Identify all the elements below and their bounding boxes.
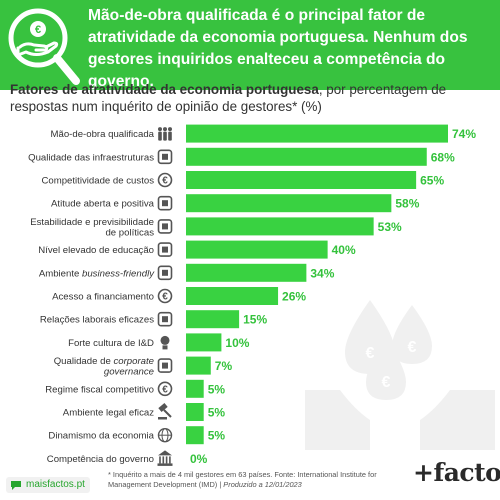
bar — [186, 403, 204, 421]
bar — [186, 194, 392, 213]
value-label: 5% — [208, 382, 226, 396]
workers-icon — [158, 127, 172, 141]
bar — [186, 147, 427, 166]
category-label: de políticas — [105, 227, 154, 238]
bar — [186, 379, 204, 398]
globe-icon — [157, 428, 173, 443]
gavel-icon — [158, 403, 172, 420]
footnote: * Inquérito a mais de 4 mil gestores em … — [108, 470, 403, 489]
bar-row: Ambiente business-friendly 34% — [39, 263, 335, 282]
category-label: Qualidade de corporate — [54, 356, 154, 367]
bar-row: Nível elevado de educação 40% — [38, 240, 356, 259]
bar-row: Acesso a financiamento €26% — [52, 287, 306, 305]
category-label: Ambiente legal eficaz — [63, 408, 154, 419]
value-label: 68% — [431, 150, 455, 164]
lightbulb-icon — [160, 335, 170, 350]
svg-text:€: € — [35, 24, 41, 36]
bar-row: Regime fiscal competitivo €5% — [45, 379, 226, 398]
category-label: Atitude aberta e positiva — [51, 199, 155, 210]
road-icon — [157, 149, 173, 165]
svg-text:€: € — [366, 345, 375, 362]
category-label: Competência do governo — [47, 454, 154, 465]
handshake-icon — [157, 311, 173, 327]
value-label: 58% — [395, 197, 419, 211]
board-meeting-icon — [157, 358, 173, 373]
bar — [186, 217, 374, 236]
euro-drops-decoration: € € € — [305, 300, 495, 450]
bar — [186, 426, 204, 445]
bar — [186, 240, 328, 259]
value-label: 7% — [215, 359, 233, 373]
value-label: 5% — [208, 406, 226, 420]
bar-row: Mão-de-obra qualificada 74% — [51, 124, 476, 143]
subtitle-rest: , por percentagem de respostas num inqué… — [10, 82, 447, 114]
bar-row: Qualidade das infraestruturas 68% — [28, 147, 455, 166]
value-label: 53% — [378, 220, 402, 234]
svg-text:€: € — [162, 176, 168, 187]
bar — [186, 263, 307, 282]
header-banner: € Mão-de-obra qualificada é o principal … — [0, 0, 500, 90]
category-label: Acesso a financiamento — [52, 292, 154, 303]
government-building-icon — [157, 450, 173, 466]
value-label: 10% — [225, 336, 249, 350]
category-label: Forte cultura de I&D — [68, 338, 154, 349]
footnote-text: * Inquérito a mais de 4 mil gestores em … — [108, 470, 377, 489]
svg-text:€: € — [408, 339, 417, 356]
svg-text:€: € — [162, 292, 168, 303]
value-label: 15% — [243, 313, 267, 327]
bar-row: Forte cultura de I&D 10% — [68, 333, 250, 352]
open-hand-icon — [157, 195, 173, 211]
coins-icon: € — [157, 381, 173, 397]
chat-bubble-icon — [11, 481, 21, 490]
money-hand-magnifier-icon: € — [8, 8, 80, 85]
value-label: 74% — [452, 127, 476, 141]
category-label: Regime fiscal competitivo — [45, 384, 154, 395]
category-label: Relações laborais eficazes — [40, 315, 154, 326]
money-hand-icon: € — [157, 288, 173, 304]
category-label: governance — [104, 367, 154, 378]
brand-logo: +factos — [413, 458, 500, 487]
bar — [186, 356, 211, 375]
svg-text:€: € — [162, 384, 168, 395]
bar — [186, 287, 279, 305]
svg-text:€: € — [382, 374, 391, 391]
category-label: Mão-de-obra qualificada — [51, 129, 155, 140]
category-label: Estabilidade e previsibilidade — [30, 217, 154, 228]
category-label: Qualidade das infraestruturas — [28, 152, 154, 163]
bar — [186, 171, 417, 189]
bar-row: Competência do governo 0% — [47, 450, 208, 466]
euro-icon: € — [157, 172, 173, 188]
value-label: 40% — [332, 243, 356, 257]
books-icon — [157, 242, 173, 257]
value-label: 34% — [310, 266, 334, 280]
category-label: Competitividade de custos — [41, 176, 154, 187]
bar-row: Ambiente legal eficaz 5% — [63, 403, 226, 421]
category-label: Ambiente business-friendly — [39, 268, 155, 279]
head-gear-icon — [157, 219, 173, 234]
bar-row: Atitude aberta e positiva 58% — [51, 194, 420, 213]
headline: Mão-de-obra qualificada é o principal fa… — [88, 7, 468, 90]
value-label: 5% — [208, 429, 226, 443]
site-label: maisfactos.pt — [26, 479, 85, 490]
factory-icon — [157, 265, 173, 281]
site-link[interactable]: maisfactos.pt — [6, 477, 90, 493]
bar — [186, 310, 240, 329]
value-label: 0% — [190, 452, 208, 466]
value-label: 26% — [282, 290, 306, 304]
bar-row: Dinamismo da economia 5% — [48, 426, 226, 445]
category-label: Nível elevado de educação — [38, 245, 154, 256]
footnote-date: Produzido a 12/01/2023 — [223, 479, 302, 489]
value-label: 65% — [420, 174, 444, 188]
bar — [186, 333, 222, 352]
category-label: Dinamismo da economia — [48, 431, 154, 442]
chart-subtitle: Fatores de atratividade da economia port… — [10, 81, 490, 115]
subtitle-bold: Fatores de atratividade da economia port… — [10, 82, 319, 97]
bar — [186, 124, 448, 143]
bar-row: Relações laborais eficazes 15% — [40, 310, 267, 329]
bar-row: Competitividade de custos €65% — [41, 171, 444, 189]
